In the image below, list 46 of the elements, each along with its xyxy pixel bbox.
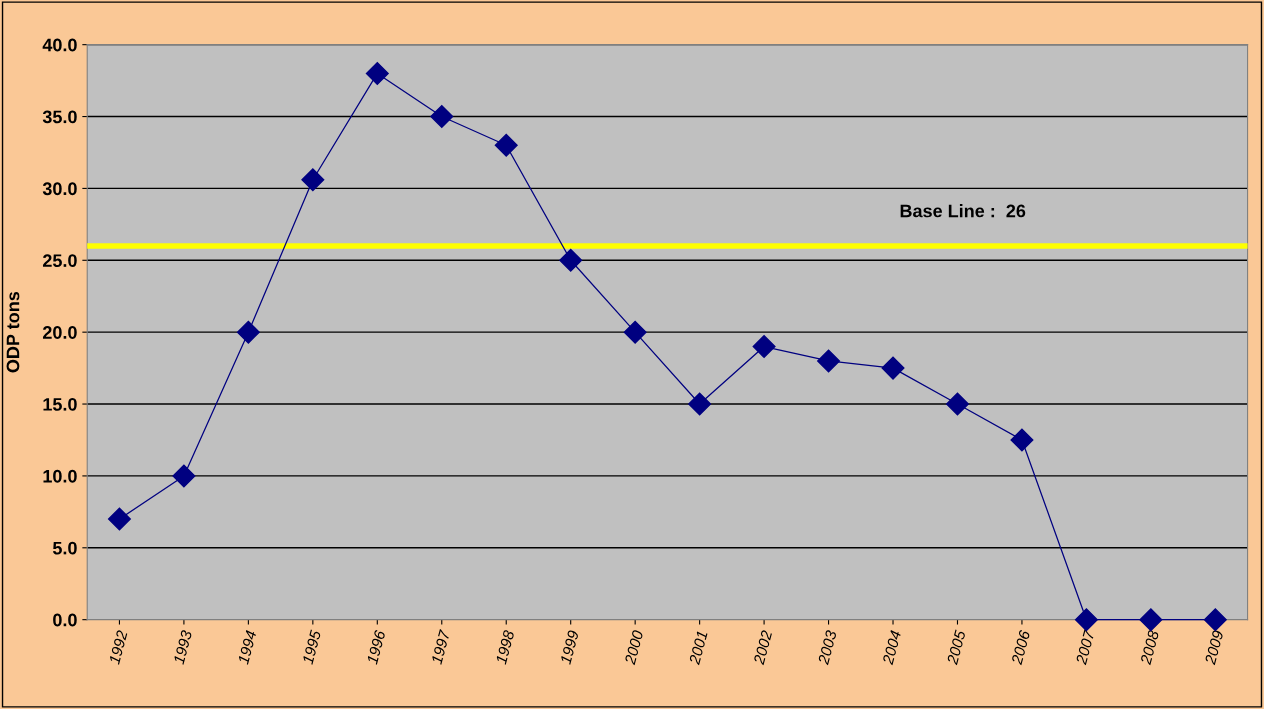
x-tick-label: 2004 <box>882 630 902 666</box>
point <box>1139 608 1163 632</box>
x-tick-label: 1995 <box>302 629 322 665</box>
x-tick-label: 2002 <box>753 629 773 666</box>
x-tick-label: 2009 <box>1204 629 1224 666</box>
point <box>945 392 969 416</box>
point <box>236 320 260 344</box>
y-tick-label: 35.0 <box>42 110 77 124</box>
point <box>752 335 776 359</box>
y-tick-label: 25.0 <box>42 254 77 268</box>
y-tick-label: 40.0 <box>42 38 77 52</box>
x-tick-label: 2003 <box>817 629 837 666</box>
point <box>559 248 583 272</box>
point <box>365 61 389 85</box>
y-tick-label: 15.0 <box>43 397 77 411</box>
x-tick-label: 1998 <box>495 629 515 665</box>
x-tick-label: 2007 <box>1075 629 1095 666</box>
ref-line-label: Base Line : 26 <box>900 204 1026 218</box>
x-tick-label: 1993 <box>173 629 193 665</box>
x-tick-label: 1999 <box>559 629 579 665</box>
x-tick-label: 1994 <box>237 630 257 665</box>
point <box>1010 428 1034 452</box>
y-tick-label: 5.0 <box>52 541 77 555</box>
y-axis-title: ODP tons <box>6 291 20 373</box>
point <box>107 507 131 531</box>
x-tick-label: 2000 <box>624 629 644 666</box>
y-tick-label: 0.0 <box>53 613 77 627</box>
x-tick-label: 2006 <box>1011 629 1031 666</box>
x-tick-label: 1997 <box>430 629 451 665</box>
x-tick-label: 1996 <box>366 629 386 665</box>
point <box>881 356 905 380</box>
x-tick-label: 2008 <box>1139 629 1160 666</box>
point <box>172 464 196 488</box>
x-tick-label: 2005 <box>946 629 966 666</box>
point <box>494 133 518 157</box>
point <box>688 392 712 416</box>
point <box>817 349 841 373</box>
point <box>1203 608 1227 632</box>
y-tick-label: 10.0 <box>43 469 77 483</box>
x-tick-label: 2001 <box>688 630 708 666</box>
point <box>430 105 454 129</box>
x-tick-label: 1992 <box>108 629 128 665</box>
point <box>301 168 325 192</box>
point <box>623 320 647 344</box>
y-tick-label: 30.0 <box>42 182 77 196</box>
y-tick-label: 20.0 <box>42 326 77 339</box>
